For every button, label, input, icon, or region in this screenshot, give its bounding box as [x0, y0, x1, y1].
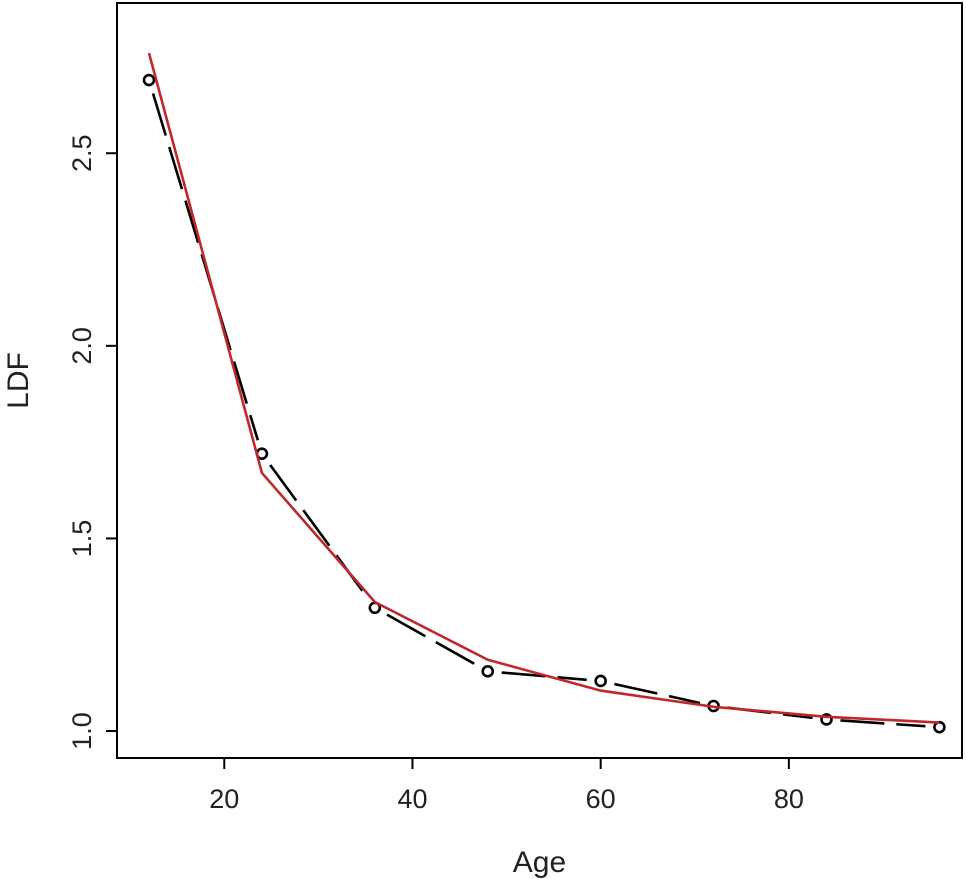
- x-axis-title: Age: [513, 846, 566, 879]
- series-0: [142, 73, 946, 734]
- x-tick-label: 60: [586, 784, 616, 814]
- plot-frame: [116, 2, 963, 759]
- y-tick-label: 2.0: [67, 327, 97, 365]
- series-segment: [386, 613, 477, 666]
- x-tick-label: 40: [397, 784, 427, 814]
- series-segment: [614, 682, 701, 705]
- y-axis-title: LDF: [2, 352, 35, 409]
- x-tick-label: 20: [209, 784, 239, 814]
- series-segment: [840, 719, 926, 728]
- x-axis: 20 40 60 80: [209, 757, 804, 814]
- series-layer: [142, 52, 946, 734]
- data-point: [142, 73, 156, 87]
- y-tick-label: 1.0: [67, 712, 97, 750]
- y-tick-label: 2.5: [67, 134, 97, 172]
- y-tick-label: 1.5: [67, 520, 97, 558]
- x-tick-label: 80: [774, 784, 804, 814]
- data-point: [594, 674, 607, 688]
- y-axis: 1.0 1.5 2.0 2.5: [67, 134, 118, 750]
- data-point: [820, 713, 833, 726]
- data-point: [481, 665, 495, 678]
- fitted-line: [147, 52, 940, 724]
- series-1: [147, 52, 940, 724]
